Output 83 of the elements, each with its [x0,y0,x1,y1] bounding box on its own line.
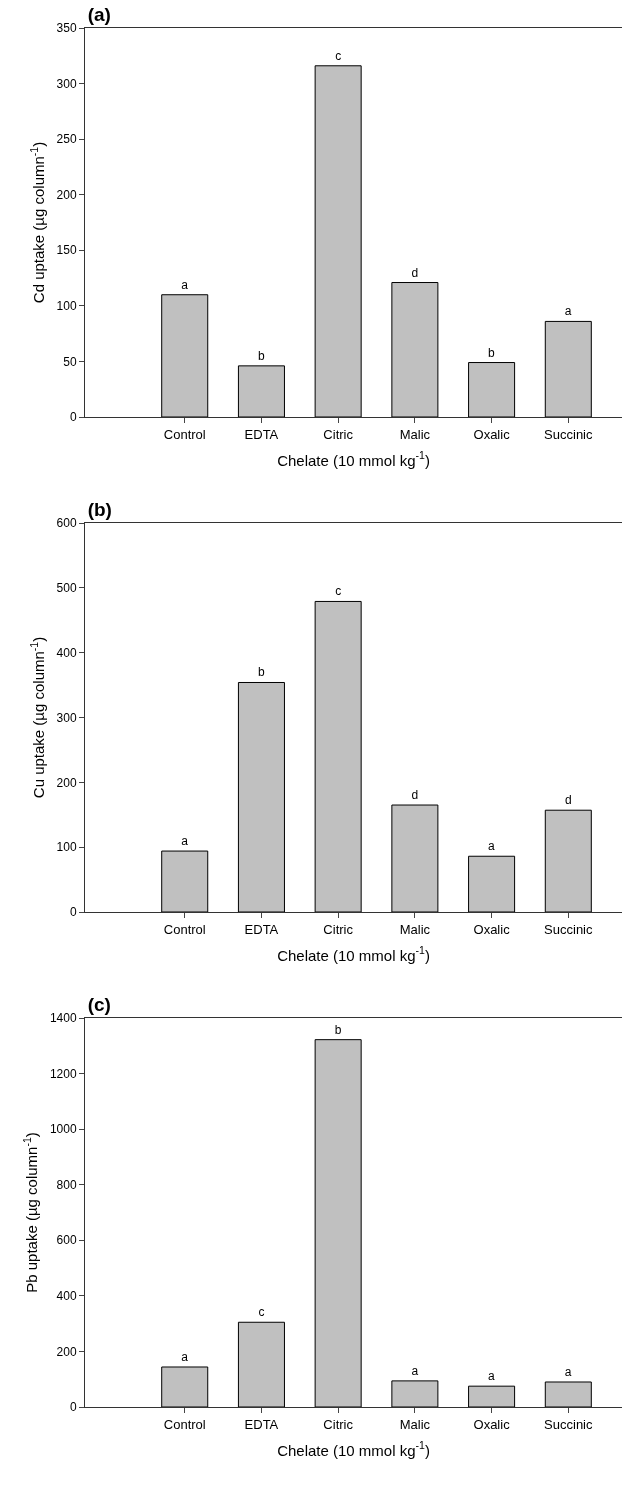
data-label: a [181,1349,189,1364]
data-label: d [411,788,419,803]
data-label: b [257,665,265,680]
y-tick-label: 50 [63,354,77,369]
bar [544,1381,592,1407]
y-tick-label: 200 [56,187,77,202]
data-label: b [257,348,265,363]
x-tick-label: Citric [323,426,354,442]
bar [391,1380,439,1407]
y-tick-label: 600 [56,1233,77,1248]
x-tick-label: Oxalic [473,426,511,442]
bar [237,365,285,417]
data-label: a [181,834,189,849]
data-label: d [564,793,572,808]
y-tick-label: 0 [69,410,77,425]
data-label: c [335,584,342,599]
data-label: a [564,1364,572,1379]
x-axis-title: Chelate (10 mmol kg$^{-1}$) [277,1439,430,1459]
y-tick-label: 500 [56,581,77,596]
x-axis-title: Chelate (10 mmol kg$^{-1}$) [277,944,430,964]
bar [468,1385,516,1407]
x-tick-label: Citric [323,921,354,937]
y-tick-label: 0 [69,1400,77,1415]
bar [468,855,516,912]
y-tick-label: 1000 [49,1122,77,1137]
data-label: a [411,1363,419,1378]
bar [391,282,439,417]
x-axis-title: Chelate (10 mmol kg$^{-1}$) [277,449,430,469]
y-tick-label: 800 [56,1177,77,1192]
chart-title: (a) [87,3,111,25]
x-tick-label: Malic [399,426,431,442]
data-label: b [334,1022,342,1037]
x-tick-label: Malic [399,921,431,937]
data-label: c [335,48,342,63]
y-tick-label: 1200 [49,1066,77,1081]
bar [314,1039,362,1407]
y-tick-label: 300 [56,710,77,725]
x-tick-label: Control [163,426,206,442]
x-tick-label: Control [163,921,206,937]
data-label: a [564,304,572,319]
x-tick-label: Succinic [544,921,593,937]
y-tick-label: 150 [56,243,77,258]
bar [161,850,209,912]
bar [468,362,516,417]
y-tick-label: 100 [56,840,77,855]
bar [544,320,592,417]
x-tick-label: EDTA [244,921,279,937]
x-tick-label: Succinic [544,1416,593,1432]
y-tick-label: 400 [56,645,77,660]
data-label: a [488,839,496,854]
x-tick-label: Control [163,1416,206,1432]
bar [544,809,592,912]
data-label: d [411,265,419,280]
y-tick-label: 400 [56,1289,77,1304]
x-tick-label: Malic [399,1416,431,1432]
bar [314,65,362,417]
data-label: b [488,345,496,360]
data-label: a [488,1369,496,1384]
x-tick-label: Oxalic [473,1416,511,1432]
y-tick-label: 600 [56,516,77,531]
bar [314,600,362,912]
y-tick-label: 0 [69,905,77,920]
chart-title: (b) [87,498,112,520]
y-tick-label: 1400 [49,1011,77,1026]
x-tick-label: EDTA [244,1416,279,1432]
y-tick-label: 200 [56,775,77,790]
y-tick-label: 250 [56,132,77,147]
y-tick-label: 200 [56,1344,77,1359]
y-tick-label: 350 [56,21,77,36]
x-tick-label: Citric [323,1416,354,1432]
bar [161,1366,209,1407]
bar [161,294,209,417]
bar [237,681,285,912]
bar [237,1321,285,1407]
x-tick-label: EDTA [244,426,279,442]
chart-title: (c) [87,993,111,1015]
x-tick-label: Oxalic [473,921,511,937]
data-label: a [181,277,189,292]
bar [391,804,439,912]
data-label: c [258,1305,265,1320]
y-tick-label: 300 [56,76,77,91]
y-tick-label: 100 [56,299,77,314]
x-tick-label: Succinic [544,426,593,442]
